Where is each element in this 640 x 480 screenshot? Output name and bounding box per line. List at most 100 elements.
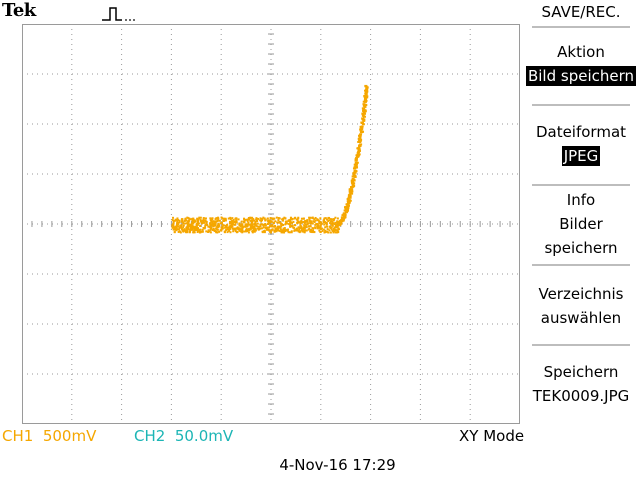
trace-point — [331, 223, 334, 226]
trace-point — [255, 218, 258, 221]
trace-point — [330, 228, 333, 231]
trace-point — [289, 225, 292, 228]
trace-point — [336, 217, 339, 220]
trace-point — [227, 217, 230, 220]
menu-item-label: Dateiformat — [535, 123, 627, 141]
trace-point — [249, 227, 252, 230]
trace-point — [300, 229, 303, 232]
trace-point — [358, 135, 362, 138]
trace-point — [309, 222, 312, 225]
trace-point — [249, 226, 252, 229]
trace-point — [216, 226, 219, 229]
trace-point — [264, 226, 267, 229]
trace-point — [268, 219, 271, 222]
trace-point — [282, 230, 285, 233]
menu-item-speichern[interactable]: Speichern TEK0009.JPG — [522, 360, 640, 408]
trace-point — [304, 226, 307, 229]
trace-point — [284, 228, 287, 231]
trace-point — [259, 223, 262, 226]
trace-point — [211, 224, 214, 227]
trace-point — [269, 220, 272, 223]
trace-point — [194, 225, 197, 228]
trace-point — [241, 224, 244, 227]
trace-point — [238, 229, 241, 232]
trace-point — [263, 231, 266, 234]
trace-point — [229, 216, 232, 219]
trace-point — [309, 229, 312, 232]
trace-point — [185, 219, 188, 222]
menu-separator — [532, 104, 630, 106]
trace-point — [219, 222, 222, 225]
trace-point — [323, 223, 326, 226]
trace-point — [178, 226, 181, 229]
trace-point — [224, 226, 227, 229]
trace-point — [302, 217, 305, 220]
trace-point — [280, 225, 283, 228]
trace-point — [329, 231, 332, 234]
trace-point — [216, 228, 219, 231]
trace-point — [312, 227, 315, 230]
trace-point — [257, 228, 260, 231]
trace-point — [179, 226, 182, 229]
trace-point — [207, 229, 210, 232]
trace-point — [251, 219, 254, 222]
trace-point — [352, 179, 356, 182]
trace-point — [215, 231, 218, 234]
trace-point — [250, 224, 253, 227]
trace-point — [259, 219, 262, 222]
menu-item-aktion[interactable]: Aktion Bild speichern — [522, 40, 640, 88]
trace-point — [277, 216, 280, 219]
trace-point — [215, 217, 218, 220]
trace-point — [210, 227, 213, 230]
trace-point — [329, 226, 332, 229]
trace-point — [325, 221, 328, 224]
trace-point — [214, 224, 217, 227]
menu-item-dateiformat[interactable]: Dateiformat JPEG — [522, 120, 640, 168]
trace-point — [177, 219, 180, 222]
menu-item-verzeichnis[interactable]: Verzeichnis auswählen — [522, 282, 640, 330]
trace-point — [294, 216, 297, 219]
trace-point — [258, 225, 261, 228]
ch1-readout: CH1 500mV — [2, 427, 96, 445]
trace-point — [273, 229, 276, 232]
trace-point — [171, 218, 174, 221]
trace-point — [191, 219, 194, 222]
trace-point — [211, 223, 214, 226]
trace-point — [229, 231, 232, 234]
trace-point — [176, 220, 179, 223]
trace-point — [245, 230, 248, 233]
trace-point — [243, 230, 246, 233]
trace-point — [251, 223, 254, 226]
trace-point — [361, 130, 365, 133]
menu-item-info[interactable]: Info Bilder speichern — [522, 188, 640, 260]
trace-point — [187, 221, 190, 224]
trace-point — [191, 227, 194, 230]
trace-point — [198, 217, 201, 220]
trace-point — [254, 221, 257, 224]
trace-point — [269, 221, 272, 224]
trace-point — [271, 218, 274, 221]
trace-point — [293, 229, 296, 232]
side-menu: SAVE/REC. Aktion Bild speichern Dateifor… — [522, 0, 640, 424]
trace-point — [266, 228, 269, 231]
trace-point — [237, 227, 240, 230]
trace-point — [268, 226, 271, 229]
trace-point — [363, 97, 367, 100]
trace-point — [237, 228, 240, 231]
trace-point — [333, 230, 336, 233]
trace-point — [316, 218, 319, 221]
trace-point — [299, 226, 302, 229]
trace-point — [187, 217, 190, 220]
trace-point — [316, 222, 319, 225]
trace-point — [193, 228, 196, 231]
trace-point — [174, 227, 177, 230]
trace-point — [352, 174, 356, 177]
trace-point — [323, 218, 326, 221]
trace-point — [354, 163, 358, 166]
trace-point — [255, 217, 258, 220]
trace-point — [252, 227, 255, 230]
trace-point — [282, 217, 285, 220]
trace-point — [177, 228, 180, 231]
trace-point — [358, 134, 362, 137]
